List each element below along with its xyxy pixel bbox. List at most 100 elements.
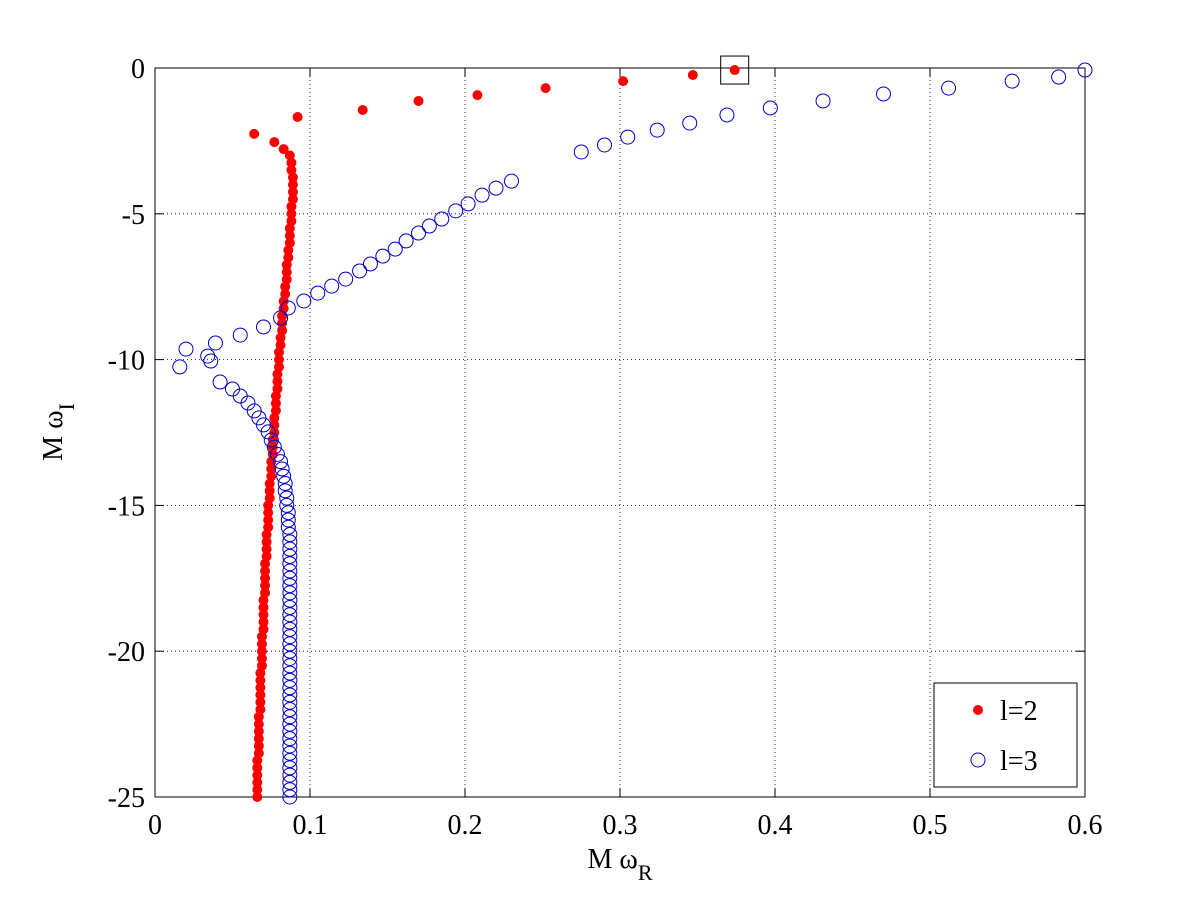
point [282,665,298,681]
x-label-main: M ω [587,844,637,875]
point [287,179,298,190]
point [280,519,296,535]
legend-label: l=2 [1000,696,1038,727]
point [261,544,272,555]
point [282,767,298,783]
point [282,694,298,710]
point [282,723,298,739]
point [253,711,264,722]
point [687,69,698,80]
point [256,638,267,649]
x-tick-label: 0.1 [293,810,328,841]
point [264,478,275,489]
point [277,318,288,329]
point [649,122,665,138]
point [282,527,298,543]
point [274,354,284,365]
point [282,599,298,615]
x-tick-label: 0.2 [448,810,483,841]
point [282,753,298,769]
point [282,672,298,688]
point [282,629,298,645]
point [279,490,295,506]
point [287,186,298,197]
point [269,137,280,148]
point [256,631,267,642]
point [282,789,298,805]
point [338,271,354,287]
y-label-main: M ω [38,411,69,461]
point [273,310,289,326]
point [488,180,504,196]
point [815,93,831,109]
y-tick-label: -25 [108,783,145,814]
point [618,76,629,87]
point [258,595,269,606]
y-axis-label: M ωI [38,403,79,461]
point [278,144,289,155]
point [876,86,891,102]
point [263,514,274,525]
point [252,784,263,795]
x-tick-label: 0.5 [913,810,948,841]
point [252,755,263,766]
point [255,668,266,679]
point [260,566,271,577]
point [280,505,296,521]
plot-frame [154,67,1086,798]
point [398,233,414,249]
point [276,468,292,484]
point [282,760,298,776]
point [282,680,298,696]
y-tick-label: 0 [131,54,145,85]
point [421,218,437,234]
legend-marker [973,705,983,715]
point [274,347,284,358]
point [282,607,298,623]
point [729,65,740,76]
point [277,476,293,492]
point [263,507,274,518]
point [682,115,698,131]
point [253,740,264,751]
legend-marker [970,752,986,768]
point [1004,73,1020,89]
point [253,726,264,737]
point [278,296,289,307]
point [275,332,286,343]
point [273,454,289,470]
x-tick-label: 0.6 [1068,810,1103,841]
point [375,248,391,264]
x-label-sub: R [638,860,653,885]
point [282,716,298,732]
point [282,687,298,703]
point [504,173,519,189]
point [284,230,295,241]
y-tick-label: -20 [108,637,145,668]
point [472,90,483,101]
point [263,500,274,511]
legend-box [933,682,1078,788]
point [411,225,426,241]
point [282,738,298,754]
point [264,485,275,496]
point [287,172,298,183]
point [362,256,378,272]
point [240,395,256,411]
point [277,483,293,499]
point [282,556,298,572]
point [260,558,271,569]
x-tick-label: 0.4 [758,810,793,841]
point [255,682,266,693]
point [260,580,271,591]
point [258,602,269,613]
point [279,497,295,513]
point [252,762,263,773]
point [282,782,298,798]
point [207,335,223,351]
y-tick-label: -15 [108,491,145,522]
point [266,463,277,474]
point [282,774,298,790]
point [282,548,298,564]
point [253,733,264,744]
